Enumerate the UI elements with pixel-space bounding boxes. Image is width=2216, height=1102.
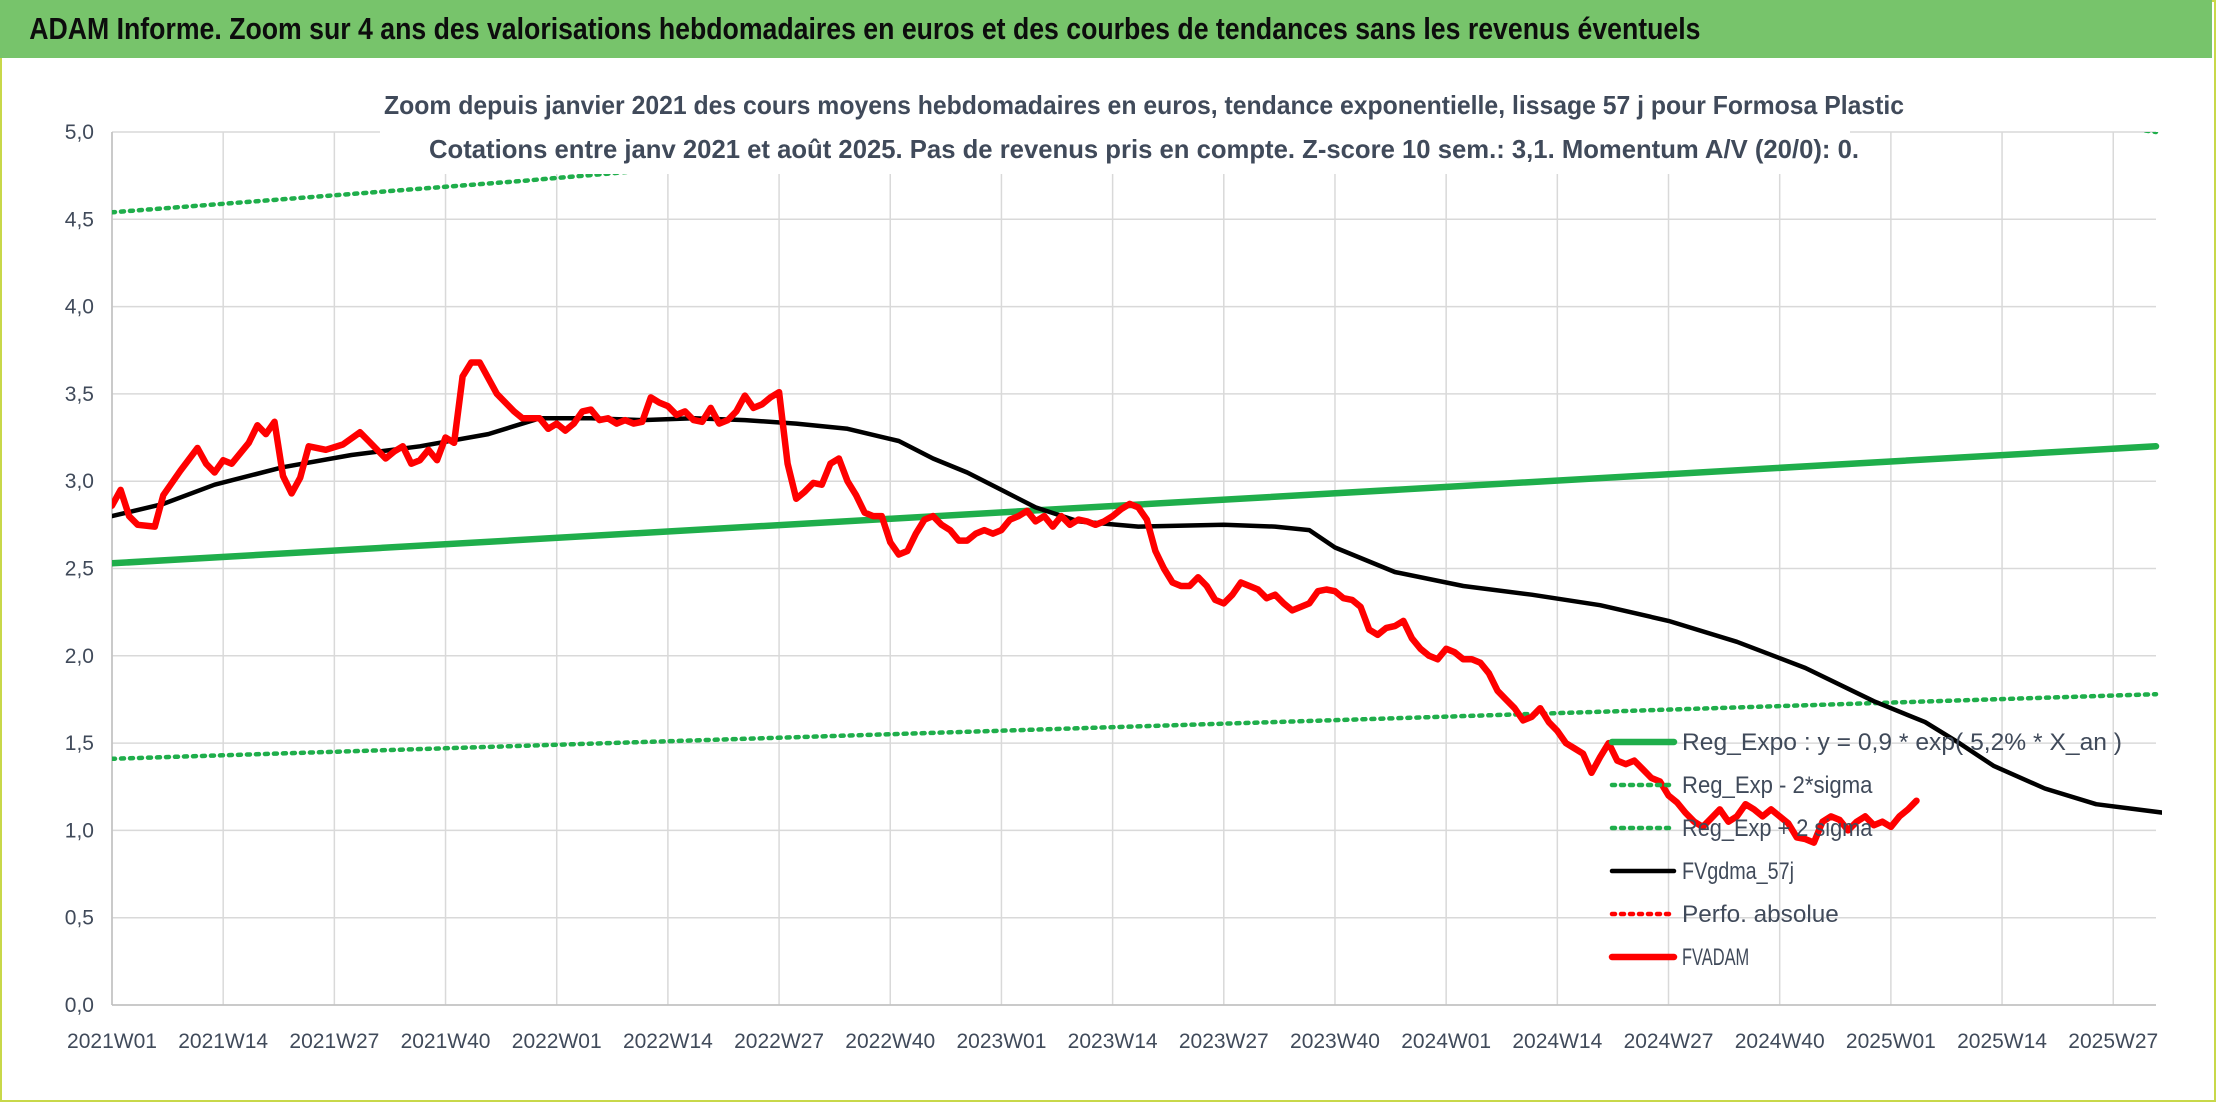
x-tick-label: 2023W01 bbox=[956, 1030, 1046, 1053]
y-tick-label: 4,0 bbox=[65, 296, 94, 319]
x-tick-label: 2022W27 bbox=[734, 1030, 824, 1053]
chart-title: Zoom depuis janvier 2021 des cours moyen… bbox=[384, 90, 1904, 120]
y-tick-label: 3,0 bbox=[65, 470, 94, 493]
x-tick-label: 2022W40 bbox=[845, 1030, 935, 1053]
x-tick-label: 2024W40 bbox=[1735, 1030, 1825, 1053]
y-tick-label: 3,5 bbox=[65, 383, 94, 406]
legend-label: Reg_Exp + 2 sigma bbox=[1682, 815, 1873, 842]
series-group bbox=[112, 132, 2162, 846]
legend-label: FVgdma_57j bbox=[1682, 858, 1794, 885]
x-tick-label: 2025W14 bbox=[1957, 1030, 2047, 1053]
x-tick-label: 2022W01 bbox=[512, 1030, 602, 1053]
y-tick-label: 1,0 bbox=[65, 819, 94, 842]
x-tick-label: 2025W27 bbox=[2068, 1030, 2158, 1053]
series-line-5 bbox=[112, 359, 1920, 846]
series-line-3 bbox=[112, 416, 2162, 815]
legend-label: Perfo. absolue bbox=[1682, 901, 1839, 928]
legend-label: FVADAM bbox=[1682, 944, 1749, 971]
legend-label: Reg_Expo : y = 0,9 * exp( 5,2% * X_an ) bbox=[1682, 729, 2122, 756]
y-tick-label: 1,5 bbox=[65, 732, 94, 755]
x-tick-label: 2022W14 bbox=[623, 1030, 713, 1053]
x-tick-label: 2021W01 bbox=[67, 1030, 157, 1053]
y-tick-label: 5,0 bbox=[65, 121, 94, 144]
chart-subtitle: Cotations entre janv 2021 et août 2025. … bbox=[429, 134, 1859, 164]
y-tick-label: 2,5 bbox=[65, 558, 94, 581]
x-tick-label: 2023W40 bbox=[1290, 1030, 1380, 1053]
banner-title: ADAM Informe. Zoom sur 4 ans des valoris… bbox=[29, 11, 1701, 46]
chart-area: 0,0 0,5 1,0 1,5 2,0 2,5 3,0 3,5 4,0 4,5 5,0 2021W01… bbox=[65, 86, 2162, 1053]
x-tick-label: 2021W40 bbox=[401, 1030, 491, 1053]
subtitle-backing bbox=[380, 130, 1850, 174]
x-tick-label: 2021W27 bbox=[289, 1030, 379, 1053]
y-tick-label: 0,5 bbox=[65, 907, 94, 930]
x-tick-label: 2023W14 bbox=[1068, 1030, 1158, 1053]
series-line-2 bbox=[112, 132, 2159, 215]
x-tick-label: 2024W01 bbox=[1401, 1030, 1491, 1053]
title-banner: ADAM Informe. Zoom sur 4 ans des valoris… bbox=[0, 0, 2212, 58]
x-tick-label: 2021W14 bbox=[178, 1030, 268, 1053]
series-line-1 bbox=[112, 691, 2159, 762]
title-backing bbox=[330, 86, 1890, 130]
y-tick-label: 4,5 bbox=[65, 208, 94, 231]
x-tick-label: 2024W14 bbox=[1512, 1030, 1602, 1053]
x-tick-label: 2023W27 bbox=[1179, 1030, 1269, 1053]
x-tick-label: 2025W01 bbox=[1846, 1030, 1936, 1053]
x-tick-label: 2024W27 bbox=[1624, 1030, 1714, 1053]
y-tick-label: 0,0 bbox=[65, 994, 94, 1017]
legend-label: Reg_Exp - 2*sigma bbox=[1682, 772, 1873, 799]
y-tick-label: 2,0 bbox=[65, 645, 94, 668]
